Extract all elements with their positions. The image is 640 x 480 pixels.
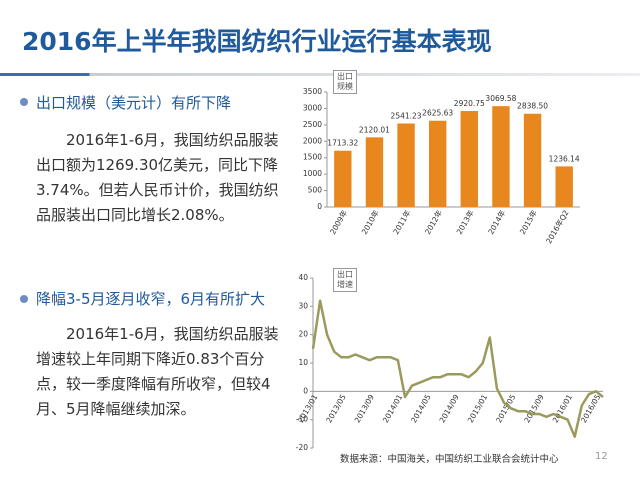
y-tick-label: 20 — [298, 330, 308, 339]
y-tick-label: 10 — [298, 358, 308, 367]
x-tick-label: 2009年 — [327, 208, 349, 236]
page-number: 12 — [595, 451, 608, 462]
value-label: 1236.14 — [549, 154, 580, 163]
x-tick-label: 2014年 — [485, 208, 507, 236]
x-tick-label: 2013/05 — [324, 393, 347, 425]
section-heading: 出口规模（美元计）有所下降 — [36, 94, 232, 112]
value-label: 1713.32 — [327, 139, 358, 148]
slide-title: 2016年上半年我国纺织行业运行基本表现 — [22, 27, 492, 56]
value-label: 2838.50 — [517, 102, 548, 111]
y-tick-label: 500 — [308, 186, 323, 195]
chart-annotation: 出口增速 — [333, 268, 357, 292]
x-tick-label: 2016年Q2 — [543, 208, 570, 245]
y-tick-label: 3000 — [303, 103, 322, 112]
y-tick-label: 1500 — [303, 153, 322, 162]
bar — [365, 137, 384, 207]
y-tick-label: -10 — [296, 415, 308, 424]
bar — [397, 123, 415, 207]
bar — [334, 150, 352, 207]
x-tick-label: 2013/09 — [353, 393, 376, 425]
y-tick-label: 30 — [298, 301, 308, 310]
y-tick-label: 2000 — [303, 136, 322, 145]
bullet — [20, 98, 28, 106]
section-body: 2016年1-6月，我国纺织品服装出口额为1269.30亿美元，同比下降3.74… — [36, 131, 279, 224]
x-tick-label: 2013年 — [454, 208, 476, 236]
y-tick-label: 0 — [317, 202, 322, 211]
section-heading: 降幅3-5月逐月收窄，6月有所扩大 — [36, 290, 266, 308]
bar — [492, 106, 510, 207]
x-tick-label: 2015年 — [517, 208, 539, 236]
x-tick-label: 2015/09 — [522, 393, 545, 425]
x-tick-label: 2012年 — [422, 208, 444, 236]
x-tick-label: 2016/01 — [551, 393, 574, 425]
y-tick-label: 40 — [298, 273, 308, 282]
y-tick-label: 2500 — [303, 120, 322, 129]
bar-chart: 0 500 1000 1500 2000 2500 3000 3500 2009年 2010年 20… — [303, 87, 580, 245]
title-rule — [0, 73, 640, 76]
value-label: 2541.23 — [391, 112, 422, 121]
bar — [523, 113, 542, 207]
y-tick-label: 3500 — [303, 87, 322, 96]
section-body: 2016年1-6月，我国纺织品服装增速较上年同期下降近0.83个百分点，较一季度… — [36, 325, 279, 418]
bar — [428, 120, 447, 207]
chart-annotation: 出口规模 — [333, 70, 357, 94]
x-tick-label: 2014/05 — [409, 393, 432, 425]
bar — [460, 111, 479, 207]
value-label: 2120.01 — [359, 125, 390, 134]
source-note: 数据来源：中国海关，中国纺织工业联合会统计中心 — [340, 454, 559, 465]
x-tick-label: 2011年 — [391, 208, 413, 236]
x-tick-label: 2014/01 — [381, 393, 404, 425]
x-tick-label: 2015/01 — [466, 393, 489, 425]
x-tick-label: 2016/05 — [579, 393, 602, 425]
y-tick-label: 0 — [303, 386, 308, 395]
bullet — [20, 295, 28, 303]
bar — [555, 166, 573, 207]
y-tick-label: -20 — [296, 443, 308, 452]
x-tick-label: 2010年 — [359, 208, 381, 236]
value-label: 2920.75 — [454, 99, 485, 108]
value-label: 2625.63 — [422, 109, 453, 118]
value-label: 3069.58 — [485, 94, 516, 103]
y-tick-label: 1000 — [303, 169, 322, 178]
data-line — [311, 299, 604, 438]
x-tick-label: 2014/09 — [438, 393, 461, 425]
